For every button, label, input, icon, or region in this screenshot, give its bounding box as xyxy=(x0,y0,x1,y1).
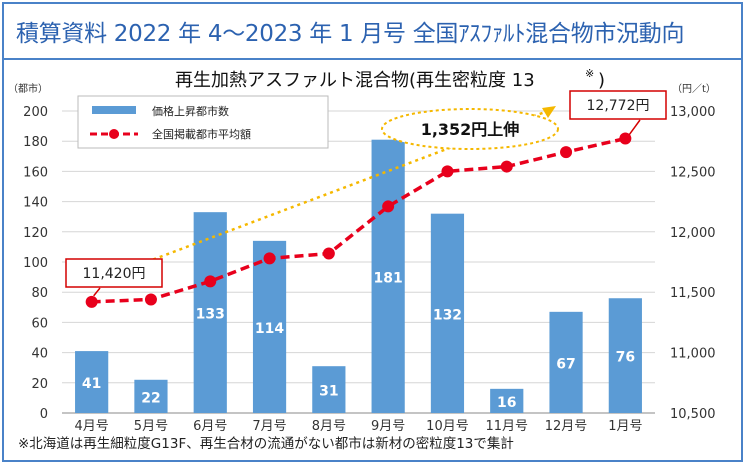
bar xyxy=(193,212,227,413)
difference-ellipse xyxy=(381,108,559,150)
y-right-tick-label: 13,000 xyxy=(670,105,716,120)
x-tick-label: 1月号 xyxy=(608,419,642,434)
y-left-tick-label: 20 xyxy=(31,377,48,392)
legend-line-marker xyxy=(109,129,119,139)
line-point xyxy=(85,295,98,308)
bar xyxy=(75,351,109,413)
bar-value-label: 181 xyxy=(374,270,403,286)
end-callout-label: 12,772円 xyxy=(587,98,650,114)
difference-label: 1,352円上伸 xyxy=(421,120,520,139)
line-point xyxy=(441,165,454,178)
legend-bar-swatch xyxy=(92,106,136,114)
x-tick-label: 4月号 xyxy=(75,419,109,434)
footnote: ※北海道は再生細粒度G13F、再生合材の流通がない都市は新材の密粒度13で集計 xyxy=(18,436,514,452)
x-tick-label: 7月号 xyxy=(252,419,286,434)
bar-value-label: 41 xyxy=(82,376,101,392)
chart-title-mark: ※ xyxy=(585,67,594,80)
bar-value-label: 22 xyxy=(141,390,160,406)
start-callout-box xyxy=(65,258,163,288)
y-left-tick-label: 0 xyxy=(40,407,48,422)
start-callout-label: 11,420円 xyxy=(83,266,146,282)
x-tick-label: 10月号 xyxy=(426,419,469,434)
y-left-tick-label: 140 xyxy=(23,196,48,211)
end-callout-pointer xyxy=(628,119,641,135)
y-right-tick-label: 10,500 xyxy=(670,407,716,422)
trend-arrow-head xyxy=(542,106,556,118)
chart-title-close: ) xyxy=(598,70,605,91)
y-left-tick-label: 80 xyxy=(31,286,48,301)
x-tick-label: 11月号 xyxy=(485,419,528,434)
header-bar: 積算資料 2022 年 4～2023 年 1 月号 全国ｱｽﾌｧﾙﾄ混合物市況動… xyxy=(4,4,741,60)
x-tick-label: 5月号 xyxy=(134,419,168,434)
bar xyxy=(490,388,524,413)
bar-value-label: 16 xyxy=(497,395,516,411)
legend-line-label: 全国掲載都市平均額 xyxy=(152,127,251,141)
x-tick-label: 8月号 xyxy=(312,419,346,434)
y-right-tick-label: 12,000 xyxy=(670,226,716,241)
trend-arrow-line xyxy=(146,110,546,264)
bar xyxy=(134,379,168,413)
bar xyxy=(312,366,346,413)
y-left-tick-label: 40 xyxy=(31,347,48,362)
bar xyxy=(430,213,465,413)
bar xyxy=(252,240,287,413)
y-left-tick-label: 160 xyxy=(23,165,48,180)
y-left-tick-label: 120 xyxy=(23,226,48,241)
page-title: 積算資料 2022 年 4～2023 年 1 月号 全国ｱｽﾌｧﾙﾄ混合物市況動… xyxy=(16,21,685,47)
x-tick-label: 9月号 xyxy=(371,419,405,434)
line-point xyxy=(619,132,632,145)
average-price-line xyxy=(91,136,626,304)
bar xyxy=(549,311,583,413)
y-left-unit: （都市） xyxy=(8,82,48,95)
line-point xyxy=(263,252,276,265)
line-point xyxy=(144,293,157,306)
legend-box xyxy=(77,95,329,149)
y-left-tick-label: 100 xyxy=(23,256,48,271)
line-point xyxy=(500,160,513,173)
bar-value-label: 31 xyxy=(319,384,338,400)
y-left-tick-label: 180 xyxy=(23,135,48,150)
y-left-tick-label: 200 xyxy=(23,105,48,120)
bar-value-label: 67 xyxy=(556,356,575,372)
line-point xyxy=(560,146,573,159)
bar xyxy=(608,298,642,413)
bar-value-label: 76 xyxy=(616,350,635,366)
x-tick-label: 12月号 xyxy=(545,419,588,434)
y-left-tick-label: 60 xyxy=(31,316,48,331)
bar-value-label: 114 xyxy=(255,321,284,337)
bar-value-label: 132 xyxy=(433,307,462,323)
line-point xyxy=(204,275,217,288)
line-point xyxy=(382,200,395,213)
end-callout-box xyxy=(569,90,667,120)
bar xyxy=(371,139,405,413)
line-point xyxy=(322,247,335,260)
legend-bar-label: 価格上昇都市数 xyxy=(152,104,229,118)
y-right-unit: （円／t） xyxy=(672,83,716,95)
bar-value-label: 133 xyxy=(196,307,225,323)
chart-title: 再生加熱アスファルト混合物(再生密粒度 13 xyxy=(175,70,535,91)
y-right-tick-label: 11,500 xyxy=(670,286,716,301)
y-right-tick-label: 12,500 xyxy=(670,165,716,180)
start-callout-pointer xyxy=(93,287,101,297)
x-tick-label: 6月号 xyxy=(193,419,227,434)
y-right-tick-label: 11,000 xyxy=(670,347,716,362)
